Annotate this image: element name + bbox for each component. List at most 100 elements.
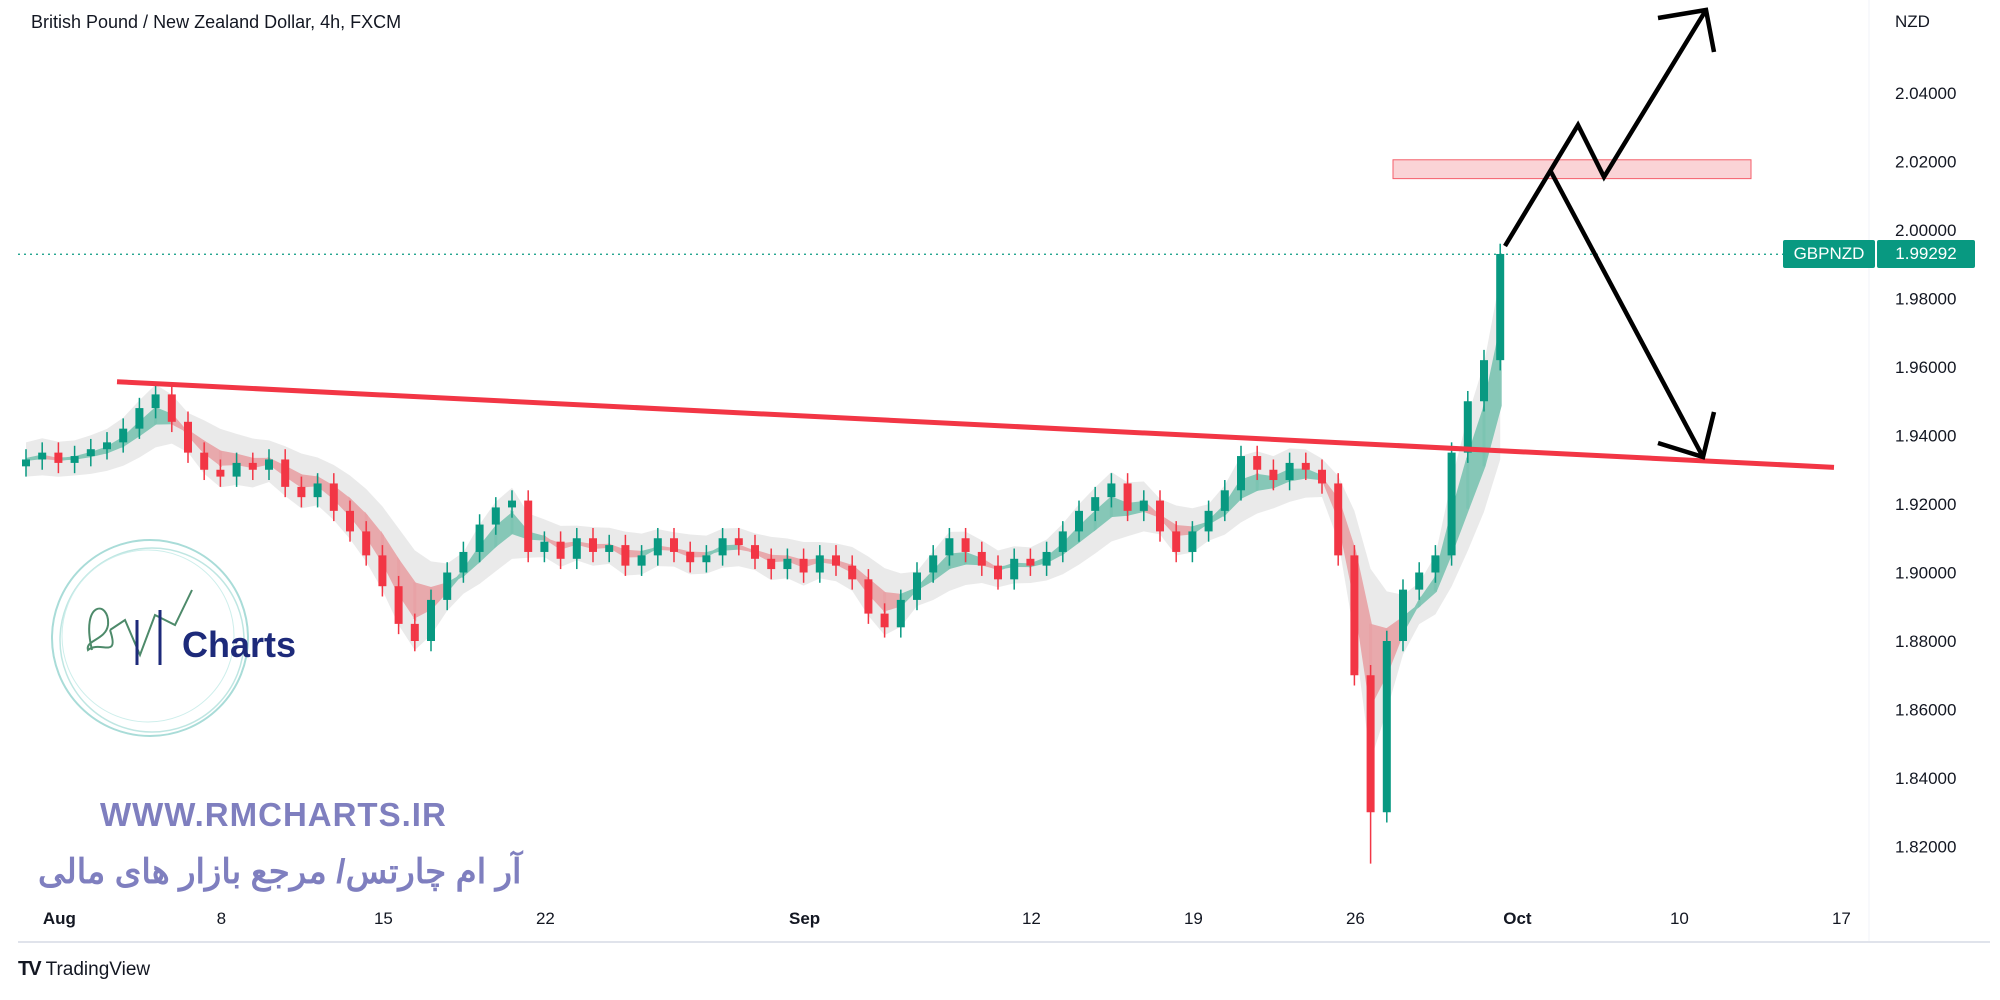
candle	[200, 442, 209, 481]
candle	[799, 548, 808, 583]
candle	[1366, 664, 1375, 864]
candle-body	[702, 555, 711, 563]
candle	[151, 384, 160, 419]
last-price-tag: 1.99292	[1877, 240, 1975, 268]
candle	[572, 527, 581, 570]
tradingview-brand[interactable]: TV TradingView	[18, 958, 150, 981]
candle-body	[1285, 462, 1294, 481]
candle-body	[281, 459, 290, 487]
candle	[880, 603, 889, 638]
candle-body	[103, 442, 111, 450]
candle-body	[637, 555, 646, 566]
candle	[848, 555, 857, 590]
date-tick-label: Oct	[1503, 909, 1532, 928]
candle-body	[491, 507, 500, 525]
candle-body	[1301, 462, 1310, 470]
candle	[929, 545, 938, 583]
candle-body	[994, 565, 1002, 580]
candle-body	[313, 483, 322, 498]
candle	[491, 497, 500, 535]
candle	[556, 531, 565, 570]
candle-body	[1366, 675, 1375, 813]
candle-body	[394, 586, 403, 624]
candle-body	[589, 538, 597, 552]
candle	[443, 562, 452, 611]
candle	[767, 548, 776, 580]
date-tick-label: 10	[1670, 909, 1689, 928]
candle	[410, 613, 419, 652]
candle	[103, 432, 111, 460]
candle-body	[1220, 490, 1229, 511]
candle	[1042, 541, 1051, 576]
price-tick-label: 2.02000	[1895, 153, 1956, 172]
watermark-tagline: آر ام چارتس/ مرجع بازار های مالی	[38, 853, 522, 891]
candle	[1399, 579, 1407, 652]
candle-body	[1204, 510, 1213, 532]
price-tick-label: 1.82000	[1895, 838, 1956, 857]
candle	[119, 418, 128, 453]
candle-body	[1382, 641, 1391, 813]
candle-body	[1156, 500, 1164, 532]
candle	[362, 521, 371, 566]
candle	[815, 545, 824, 583]
candle	[961, 527, 970, 563]
candle-body	[265, 459, 273, 470]
candle	[1204, 500, 1213, 542]
candle	[1480, 349, 1488, 412]
candle	[167, 384, 176, 433]
candle-body	[378, 555, 387, 587]
candle	[637, 545, 646, 576]
candle	[1415, 562, 1424, 600]
candle	[1269, 459, 1278, 491]
candle-body	[427, 599, 435, 641]
candle-body	[1399, 589, 1407, 641]
candle-body	[621, 545, 630, 566]
candle-body	[880, 613, 889, 628]
candle	[1382, 630, 1391, 823]
candle-body	[1253, 456, 1262, 470]
candle	[427, 589, 435, 652]
candle	[1091, 486, 1100, 522]
candle	[1123, 473, 1132, 522]
candle-body	[540, 541, 549, 552]
candle	[653, 527, 662, 566]
candle-body	[167, 394, 176, 422]
candle-body	[1107, 483, 1116, 498]
candle-body	[216, 469, 225, 477]
candle	[1301, 452, 1310, 481]
candle-body	[200, 452, 209, 470]
candle-body	[1123, 483, 1132, 511]
candle-body	[119, 428, 128, 443]
resistance-zone	[1392, 159, 1752, 180]
candle-body	[524, 500, 533, 552]
candle-body	[1334, 483, 1343, 556]
candle	[864, 569, 873, 624]
date-tick-label: Sep	[789, 909, 820, 928]
bearish-projection-path	[1548, 168, 1705, 459]
price-tick-label: 1.92000	[1895, 495, 1956, 514]
logo-text: Charts	[182, 624, 296, 665]
candle	[605, 534, 614, 563]
candle-body	[896, 599, 905, 628]
candle	[751, 534, 759, 570]
candle	[1237, 445, 1245, 501]
tradingview-label: TradingView	[45, 958, 151, 980]
candle	[38, 442, 47, 470]
candle-body	[443, 572, 452, 600]
candle	[1058, 521, 1067, 563]
candle-body	[1318, 469, 1326, 484]
candle	[1431, 545, 1440, 583]
candle	[313, 473, 322, 508]
arrow-up-head-icon	[1657, 7, 1717, 53]
candle-body	[459, 551, 468, 573]
date-tick-label: 19	[1184, 909, 1203, 928]
candle	[1139, 490, 1148, 522]
candle	[1107, 473, 1116, 508]
candle-body	[1496, 253, 1505, 361]
candle-body	[248, 462, 257, 470]
candle	[508, 490, 516, 518]
candle	[1496, 243, 1505, 371]
candle	[70, 445, 79, 474]
candle	[1334, 473, 1343, 566]
